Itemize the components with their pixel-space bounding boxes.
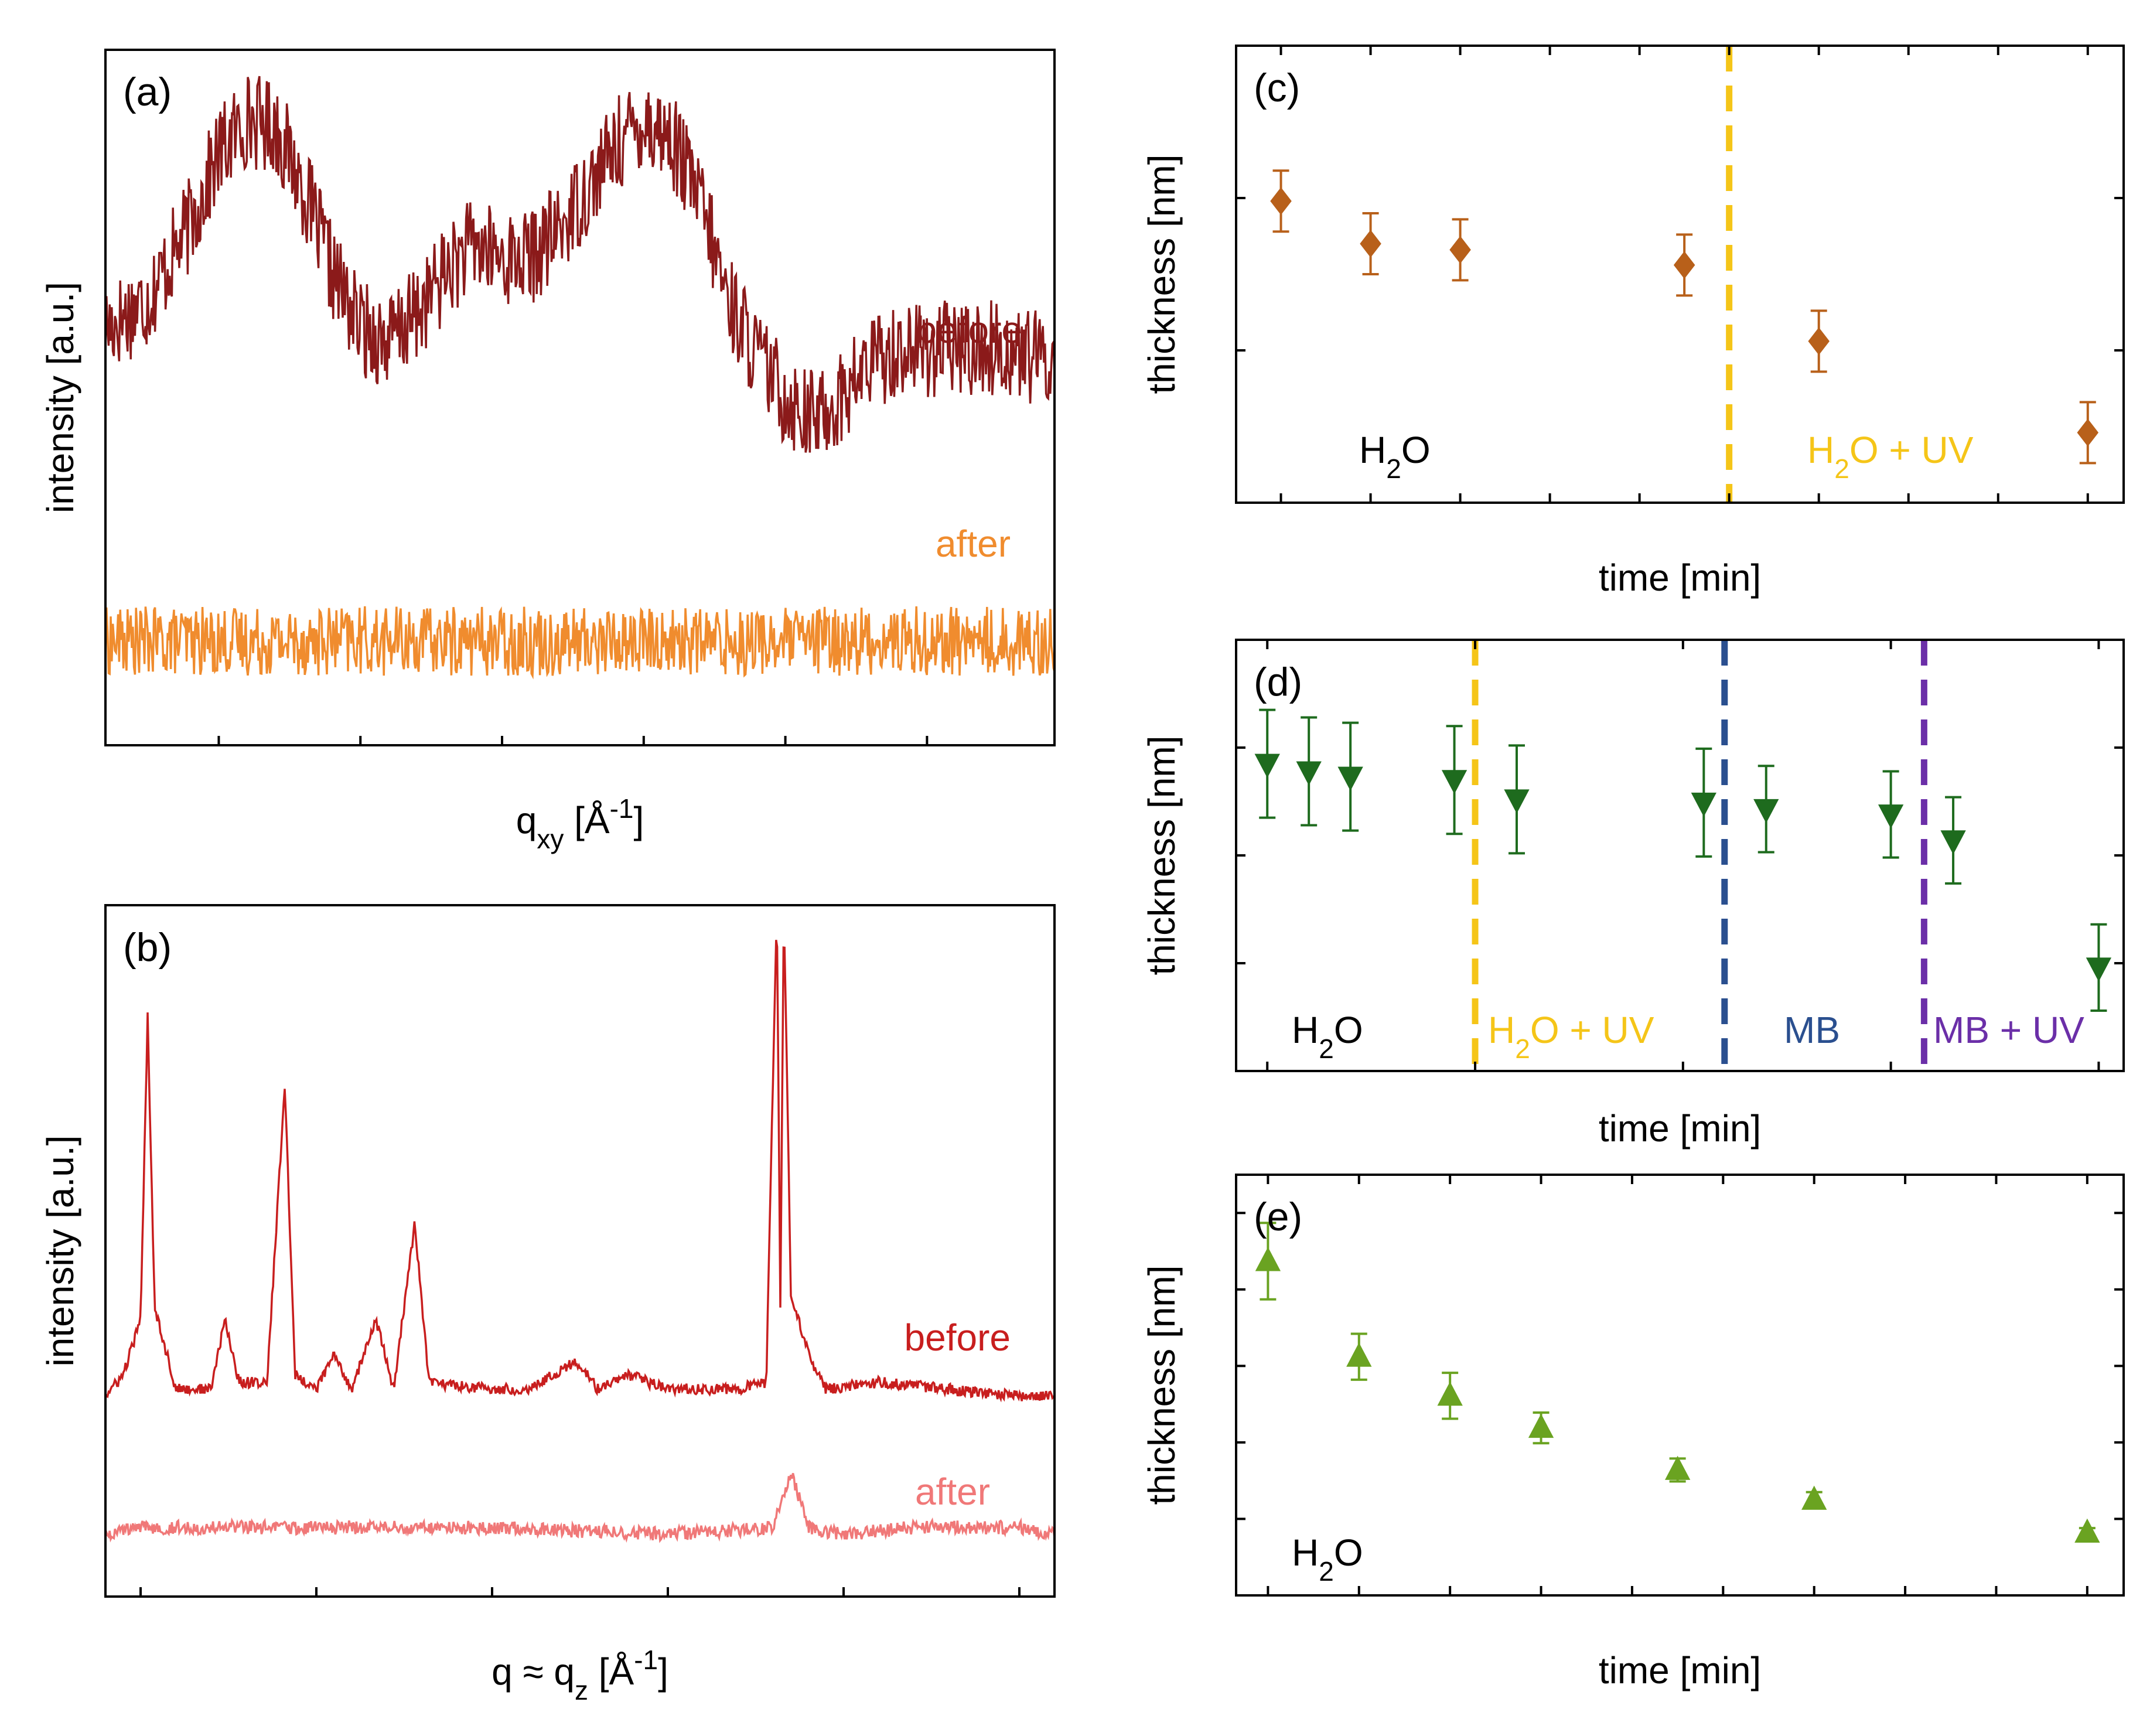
- marker: [1337, 766, 1363, 791]
- data-point: [1528, 1411, 1554, 1445]
- marker: [1808, 327, 1830, 356]
- marker: [1691, 792, 1716, 817]
- data-point: [1449, 218, 1471, 282]
- data-point: [1346, 1332, 1372, 1381]
- data-point: [2074, 1518, 2100, 1543]
- panel-label: (c): [1254, 66, 1300, 110]
- series-before: [105, 76, 1054, 453]
- marker: [1878, 804, 1904, 829]
- marker: [1504, 789, 1530, 814]
- y-axis-label: thickness [nm]: [1141, 1265, 1183, 1505]
- data-point: [1673, 233, 1695, 297]
- y-axis-label: intensity [a.u.]: [39, 282, 81, 513]
- marker: [1441, 770, 1468, 794]
- marker: [1255, 1247, 1281, 1271]
- data-point: [1296, 716, 1322, 827]
- x-axis-label: qxy [Å-1]: [516, 793, 644, 854]
- panel-label: (d): [1254, 660, 1302, 704]
- data-point: [1360, 212, 1381, 275]
- data-point: [1504, 744, 1530, 855]
- annotation: H2O: [1292, 1532, 1363, 1587]
- y-axis-label: thickness [nm]: [1141, 154, 1183, 394]
- data-point: [1801, 1485, 1827, 1510]
- data-point: [2086, 923, 2112, 1012]
- marker: [2077, 418, 2099, 447]
- axes-frame: [1235, 45, 2125, 504]
- marker: [1346, 1342, 1372, 1367]
- data-point: [1254, 708, 1280, 819]
- marker: [1296, 761, 1322, 786]
- marker: [2086, 957, 2112, 982]
- marker: [1270, 187, 1292, 215]
- marker: [1664, 1455, 1691, 1480]
- x-axis-label: time [min]: [1599, 1649, 1761, 1691]
- marker: [1437, 1382, 1463, 1406]
- x-axis-label: time [min]: [1599, 557, 1761, 599]
- series-after: [105, 1473, 1054, 1543]
- axes-frame: [1235, 639, 2125, 1072]
- annotation: H2O + UV: [1488, 1009, 1654, 1064]
- panel-d: time [min] thickness [nm] (d) H2O H2O + UV MB…: [1141, 639, 2125, 1150]
- panel-b: q ≈ qz [Å-1] intensity [a.u.] (b) before aft…: [39, 904, 1056, 1706]
- data-point: [1691, 747, 1716, 858]
- marker: [1940, 830, 1966, 855]
- marker: [1753, 799, 1779, 824]
- series-before: [105, 940, 1054, 1403]
- marker: [1254, 753, 1280, 778]
- annotation: H2O: [1359, 429, 1431, 484]
- marker: [2074, 1518, 2100, 1543]
- annotation: H2O: [1292, 1009, 1363, 1064]
- annotation: after: [936, 523, 1011, 565]
- x-axis-label: time [min]: [1599, 1107, 1761, 1150]
- data-point: [1441, 725, 1468, 835]
- axes-frame: [1235, 1174, 2125, 1597]
- x-axis-label: q ≈ qz [Å-1]: [492, 1645, 668, 1706]
- data-point: [1270, 169, 1292, 233]
- marker: [1673, 251, 1695, 279]
- marker: [1528, 1413, 1554, 1438]
- series-after: [105, 606, 1054, 680]
- data-point: [1753, 765, 1779, 854]
- data-point: [1337, 721, 1363, 832]
- panel-c: time [min] thickness [nm] (c) H2O H2O + UV: [1141, 45, 2125, 599]
- panel-label: (b): [123, 925, 172, 970]
- y-axis-label: thickness [nm]: [1141, 735, 1183, 975]
- annotation: MB: [1784, 1009, 1840, 1051]
- annotation: before: [916, 309, 1022, 351]
- panel-label: (e): [1254, 1195, 1302, 1239]
- marker: [1801, 1485, 1827, 1510]
- y-axis-label: intensity [a.u.]: [39, 1135, 81, 1367]
- marker: [1449, 236, 1471, 264]
- data-point: [1255, 1222, 1281, 1301]
- data-point: [1437, 1372, 1463, 1420]
- annotation: after: [915, 1471, 990, 1513]
- annotation: MB + UV: [1933, 1009, 2084, 1051]
- annotation: H2O + UV: [1807, 429, 1974, 484]
- marker: [1360, 230, 1381, 258]
- axes-frame: [104, 49, 1056, 746]
- data-point: [1664, 1455, 1691, 1483]
- panel-label: (a): [123, 70, 172, 114]
- data-point: [2077, 401, 2099, 465]
- panel-a: qxy [Å-1] intensity [a.u.] (a) before after: [39, 49, 1056, 854]
- annotation: before: [905, 1317, 1011, 1359]
- data-point: [1940, 796, 1966, 885]
- data-point: [1878, 770, 1904, 859]
- panel-e: time [min] thickness [nm] (e) H2O: [1141, 1174, 2125, 1691]
- axes-frame: [104, 904, 1056, 1598]
- data-point: [1808, 309, 1830, 373]
